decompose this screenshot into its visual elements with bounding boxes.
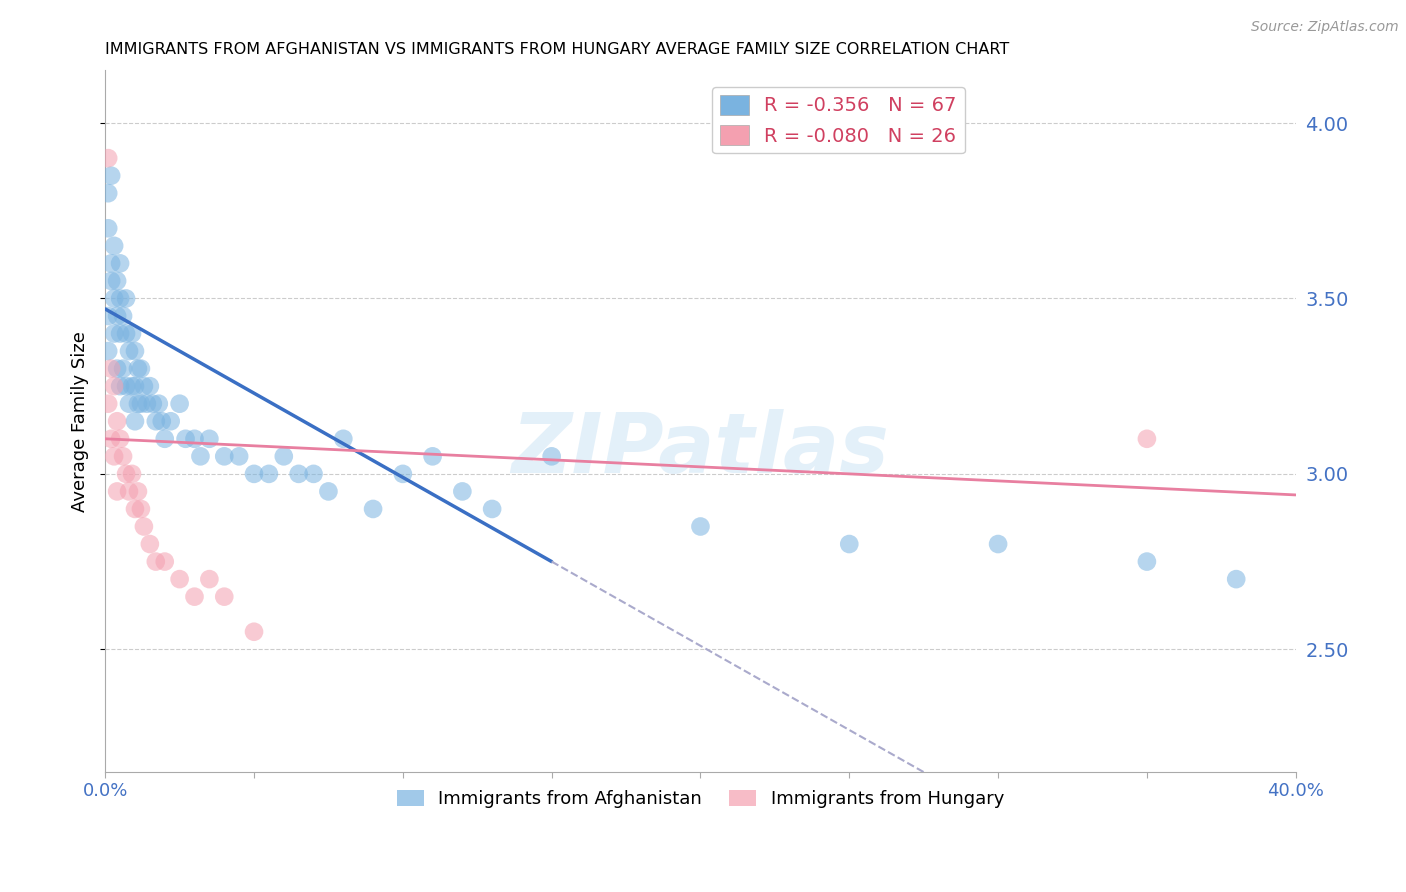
Point <box>118 397 141 411</box>
Point <box>228 450 250 464</box>
Point <box>392 467 415 481</box>
Point <box>100 274 122 288</box>
Point <box>148 397 170 411</box>
Point <box>135 397 157 411</box>
Point <box>115 467 138 481</box>
Point <box>115 326 138 341</box>
Point <box>214 590 236 604</box>
Point <box>145 414 167 428</box>
Point <box>108 256 131 270</box>
Point <box>121 326 143 341</box>
Point <box>108 432 131 446</box>
Point <box>150 414 173 428</box>
Text: ZIPatlas: ZIPatlas <box>512 409 890 490</box>
Point <box>105 484 128 499</box>
Point <box>97 151 120 165</box>
Point <box>198 572 221 586</box>
Point <box>124 414 146 428</box>
Point <box>243 467 266 481</box>
Point <box>100 256 122 270</box>
Point <box>97 309 120 323</box>
Point <box>129 397 152 411</box>
Point <box>105 309 128 323</box>
Point <box>127 484 149 499</box>
Point <box>124 502 146 516</box>
Point <box>105 414 128 428</box>
Point <box>103 292 125 306</box>
Point <box>332 432 354 446</box>
Point <box>1136 555 1159 569</box>
Point <box>132 379 155 393</box>
Point <box>112 309 135 323</box>
Point <box>139 537 162 551</box>
Point <box>169 397 191 411</box>
Point <box>108 326 131 341</box>
Point <box>127 397 149 411</box>
Point <box>127 361 149 376</box>
Point <box>103 326 125 341</box>
Point <box>169 572 191 586</box>
Text: IMMIGRANTS FROM AFGHANISTAN VS IMMIGRANTS FROM HUNGARY AVERAGE FAMILY SIZE CORRE: IMMIGRANTS FROM AFGHANISTAN VS IMMIGRANT… <box>105 42 1010 57</box>
Point <box>105 274 128 288</box>
Point <box>103 379 125 393</box>
Point <box>145 555 167 569</box>
Point <box>183 590 205 604</box>
Point <box>103 450 125 464</box>
Point <box>97 344 120 359</box>
Point <box>97 186 120 201</box>
Point <box>105 361 128 376</box>
Point <box>190 450 212 464</box>
Point <box>124 344 146 359</box>
Point <box>174 432 197 446</box>
Point <box>108 379 131 393</box>
Point <box>1225 572 1247 586</box>
Point <box>318 484 340 499</box>
Point <box>112 450 135 464</box>
Point <box>121 467 143 481</box>
Point <box>103 239 125 253</box>
Point <box>139 379 162 393</box>
Point <box>540 450 562 464</box>
Point <box>183 432 205 446</box>
Point <box>198 432 221 446</box>
Point <box>159 414 181 428</box>
Point <box>273 450 295 464</box>
Point <box>287 467 309 481</box>
Point <box>257 467 280 481</box>
Point <box>118 484 141 499</box>
Y-axis label: Average Family Size: Average Family Size <box>72 331 89 512</box>
Point <box>481 502 503 516</box>
Point <box>132 519 155 533</box>
Point <box>214 450 236 464</box>
Point <box>115 379 138 393</box>
Point <box>112 361 135 376</box>
Point <box>121 379 143 393</box>
Point <box>115 292 138 306</box>
Point <box>118 344 141 359</box>
Point <box>302 467 325 481</box>
Point <box>153 432 176 446</box>
Point <box>97 221 120 235</box>
Point <box>129 502 152 516</box>
Point <box>100 361 122 376</box>
Point <box>1136 432 1159 446</box>
Point <box>689 519 711 533</box>
Point <box>153 555 176 569</box>
Point <box>100 169 122 183</box>
Point <box>108 292 131 306</box>
Point <box>987 537 1010 551</box>
Point <box>451 484 474 499</box>
Legend: Immigrants from Afghanistan, Immigrants from Hungary: Immigrants from Afghanistan, Immigrants … <box>389 783 1011 815</box>
Text: Source: ZipAtlas.com: Source: ZipAtlas.com <box>1251 20 1399 34</box>
Point <box>361 502 384 516</box>
Point <box>838 537 860 551</box>
Point <box>100 432 122 446</box>
Point <box>422 450 444 464</box>
Point <box>129 361 152 376</box>
Point <box>243 624 266 639</box>
Point <box>124 379 146 393</box>
Point <box>97 397 120 411</box>
Point <box>142 397 165 411</box>
